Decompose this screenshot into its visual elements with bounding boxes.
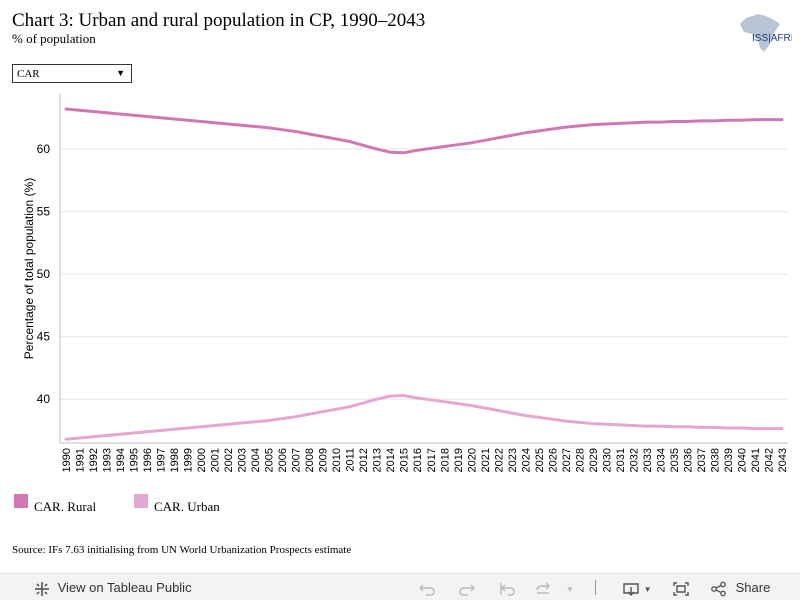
x-tick-label: 2014 <box>385 448 397 472</box>
y-tick-label: 55 <box>37 205 51 219</box>
x-tick-label: 2034 <box>655 448 667 472</box>
legend-label-urban: CAR. Urban <box>154 499 220 514</box>
view-on-tableau-label: View on Tableau Public <box>57 580 192 595</box>
x-tick-label: 2041 <box>750 448 762 472</box>
x-tick-label: 2003 <box>237 448 249 472</box>
caret-down-icon: ▼ <box>643 585 652 594</box>
view-on-tableau-link[interactable]: View on Tableau Public <box>34 574 192 601</box>
undo-icon <box>419 584 435 596</box>
x-tick-label: 2010 <box>331 448 343 472</box>
refresh-icon <box>536 582 550 594</box>
x-tick-label: 2020 <box>466 448 478 472</box>
x-tick-label: 2028 <box>574 448 586 472</box>
toolbar-divider <box>595 580 596 595</box>
x-tick-label: 2042 <box>763 448 775 472</box>
x-tick-label: 2040 <box>736 448 748 472</box>
x-tick-label: 2005 <box>264 448 276 472</box>
legend-swatch-urban <box>134 494 148 508</box>
fullscreen-icon <box>673 581 689 596</box>
x-tick-label: 2030 <box>601 448 613 472</box>
download-button[interactable]: ▼ <box>622 574 652 601</box>
x-tick-label: 2001 <box>210 448 222 472</box>
x-tick-label: 2035 <box>669 448 681 472</box>
chevron-down-icon: ▼ <box>116 68 125 78</box>
x-tick-label: 2026 <box>547 448 559 472</box>
x-tick-label: 2039 <box>723 448 735 472</box>
country-filter-dropdown[interactable]: CAR ▼ <box>12 64 132 83</box>
x-tick-label: 2032 <box>628 448 640 472</box>
y-axis-title: Percentage of total population (%) <box>22 178 36 359</box>
x-tick-label: 2016 <box>412 448 424 472</box>
x-tick-label: 2029 <box>588 448 600 472</box>
africa-map-icon <box>740 14 780 52</box>
legend-label-rural: CAR. Rural <box>34 499 97 514</box>
x-tick-label: 2038 <box>709 448 721 472</box>
x-tick-label: 2017 <box>426 448 438 472</box>
y-tick-label: 45 <box>37 330 51 344</box>
x-tick-label: 2022 <box>493 448 505 472</box>
x-tick-label: 2027 <box>561 448 573 472</box>
y-tick-label: 50 <box>37 267 51 281</box>
x-tick-label: 1991 <box>75 448 87 472</box>
x-tick-label: 2008 <box>304 448 316 472</box>
x-tick-label: 2019 <box>453 448 465 472</box>
redo-button[interactable] <box>458 574 476 601</box>
x-tick-label: 2023 <box>507 448 519 472</box>
x-tick-label: 2006 <box>277 448 289 472</box>
undo-button[interactable] <box>418 574 436 601</box>
x-tick-label: 1990 <box>61 448 73 472</box>
share-label: Share <box>735 580 771 595</box>
x-tick-label: 2033 <box>642 448 654 472</box>
x-tick-label: 2000 <box>196 448 208 472</box>
legend-swatch-rural <box>14 494 28 508</box>
x-tick-label: 2025 <box>534 448 546 472</box>
redo-icon <box>459 584 475 596</box>
share-icon <box>711 581 726 596</box>
x-tick-label: 2002 <box>223 448 235 472</box>
x-tick-label: 1996 <box>142 448 154 472</box>
chart-title: Chart 3: Urban and rural population in C… <box>12 10 426 31</box>
x-tick-label: 2024 <box>520 448 532 472</box>
series-line-rural[interactable] <box>64 107 784 155</box>
x-tick-label: 2012 <box>358 448 370 472</box>
x-tick-label: 2004 <box>250 448 262 472</box>
tableau-toolbar: View on Tableau Public ▼ ▼ Share <box>0 573 800 600</box>
source-note: Source: IFs 7.63 initialising from UN Wo… <box>12 544 352 556</box>
x-tick-label: 2007 <box>291 448 303 472</box>
x-tick-label: 2018 <box>439 448 451 472</box>
x-tick-label: 1992 <box>88 448 100 472</box>
x-tick-label: 2037 <box>696 448 708 472</box>
revert-icon <box>500 582 515 596</box>
series-line-urban[interactable] <box>64 394 784 441</box>
chart-subtitle: % of population <box>12 31 96 46</box>
x-tick-label: 2036 <box>682 448 694 472</box>
x-tick-label: 2009 <box>318 448 330 472</box>
x-tick-label: 2015 <box>399 448 411 472</box>
x-tick-label: 1997 <box>156 448 168 472</box>
dropdown-selected-value: CAR <box>17 68 40 80</box>
fullscreen-button[interactable] <box>672 574 690 601</box>
tableau-icon <box>35 581 49 596</box>
x-tick-label: 1993 <box>102 448 114 472</box>
share-button[interactable]: Share <box>710 574 770 601</box>
x-tick-label: 2043 <box>777 448 789 472</box>
logo-text: ISS|AFRICA <box>752 33 792 44</box>
refresh-button[interactable] <box>534 574 552 601</box>
x-tick-label: 1999 <box>183 448 195 472</box>
line-chart: 40 45 50 55 60 Percentage of total population… <box>22 94 789 472</box>
x-tick-label: 2031 <box>615 448 627 472</box>
refresh-menu-button[interactable]: ▼ <box>566 574 574 601</box>
iss-africa-logo: ISS|AFRICA <box>736 12 792 56</box>
x-tick-label: 1995 <box>129 448 141 472</box>
y-tick-label: 60 <box>37 142 51 156</box>
x-tick-label: 2013 <box>372 448 384 472</box>
revert-button[interactable] <box>498 574 516 601</box>
x-tick-label: 1994 <box>115 448 127 472</box>
caret-down-icon: ▼ <box>566 585 574 594</box>
x-tick-label: 1998 <box>169 448 181 472</box>
x-tick-label: 2011 <box>345 448 357 472</box>
download-icon <box>623 582 639 596</box>
x-tick-label: 2021 <box>480 448 492 472</box>
y-tick-label: 40 <box>37 392 51 406</box>
